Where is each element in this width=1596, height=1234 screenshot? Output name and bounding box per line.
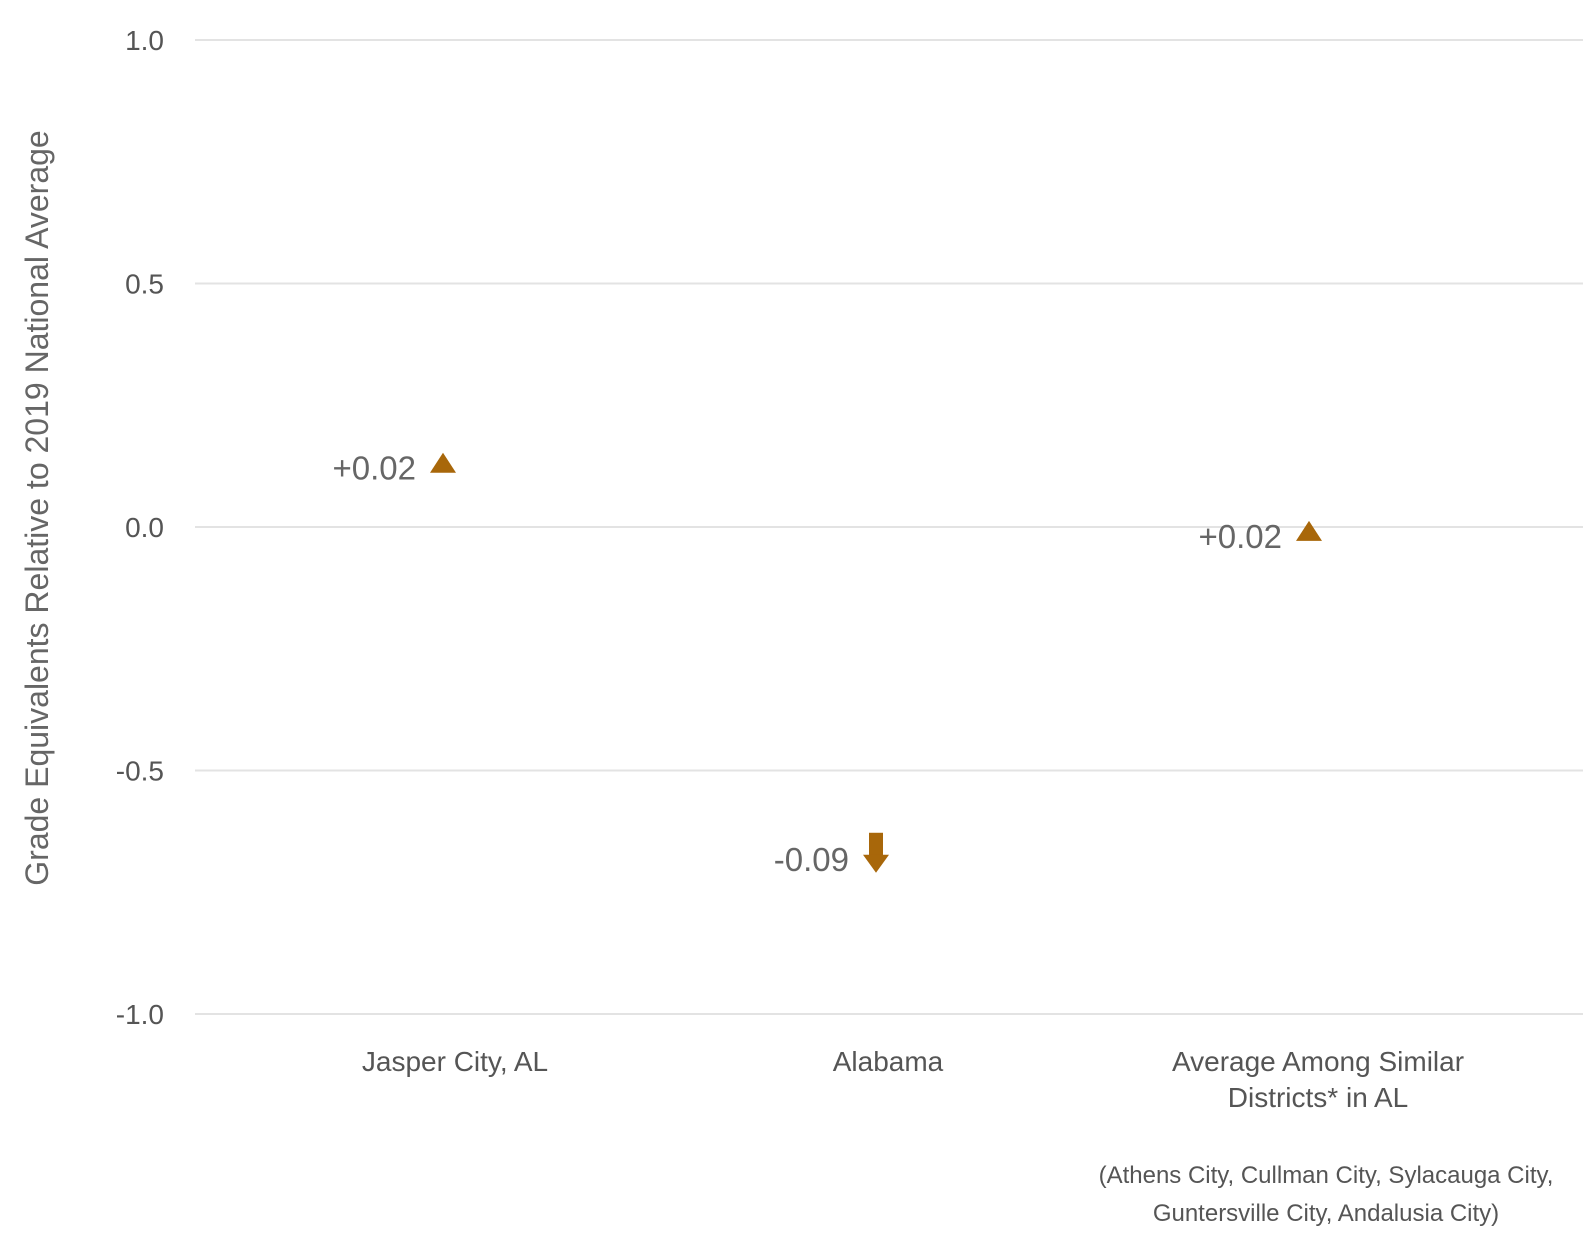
- y-tick-label: 0.5: [125, 269, 164, 300]
- x-category-label: Districts* in AL: [1228, 1082, 1409, 1113]
- x-axis-category-labels: Jasper City, AL Alabama Average Among Simi…: [362, 1046, 1464, 1113]
- change-value-label: +0.02: [1199, 518, 1283, 555]
- y-tick-label: 1.0: [125, 25, 164, 56]
- data-points: +0.02 -0.09 +0.02: [333, 450, 1322, 878]
- change-value-label: -0.09: [774, 841, 849, 878]
- y-tick-label: -0.5: [116, 756, 164, 787]
- down-arrow-shaft: [869, 832, 883, 857]
- footnote: (Athens City, Cullman City, Sylacauga Ci…: [1099, 1162, 1554, 1227]
- data-point: +0.02: [1199, 518, 1322, 555]
- data-point: -0.09: [774, 832, 889, 878]
- data-point: +0.02: [333, 450, 456, 487]
- gridlines: [195, 39, 1583, 1015]
- y-tick-label: -1.0: [116, 999, 164, 1030]
- x-category-label: Jasper City, AL: [362, 1046, 548, 1077]
- footnote-line: (Athens City, Cullman City, Sylacauga Ci…: [1099, 1162, 1554, 1189]
- up-triangle-marker: [430, 452, 456, 473]
- x-category-label: Alabama: [833, 1046, 944, 1077]
- change-value-label: +0.02: [333, 450, 417, 487]
- down-arrow-icon: [863, 854, 889, 873]
- x-category-label: Average Among Similar: [1172, 1046, 1464, 1077]
- y-tick-label: 0.0: [125, 512, 164, 543]
- footnote-line: Guntersville City, Andalusia City): [1153, 1200, 1499, 1227]
- y-axis-tick-labels: 1.0 0.5 0.0 -0.5 -1.0: [116, 25, 164, 1030]
- up-triangle-marker: [1296, 520, 1322, 541]
- y-axis-title: Grade Equivalents Relative to 2019 Natio…: [19, 130, 55, 885]
